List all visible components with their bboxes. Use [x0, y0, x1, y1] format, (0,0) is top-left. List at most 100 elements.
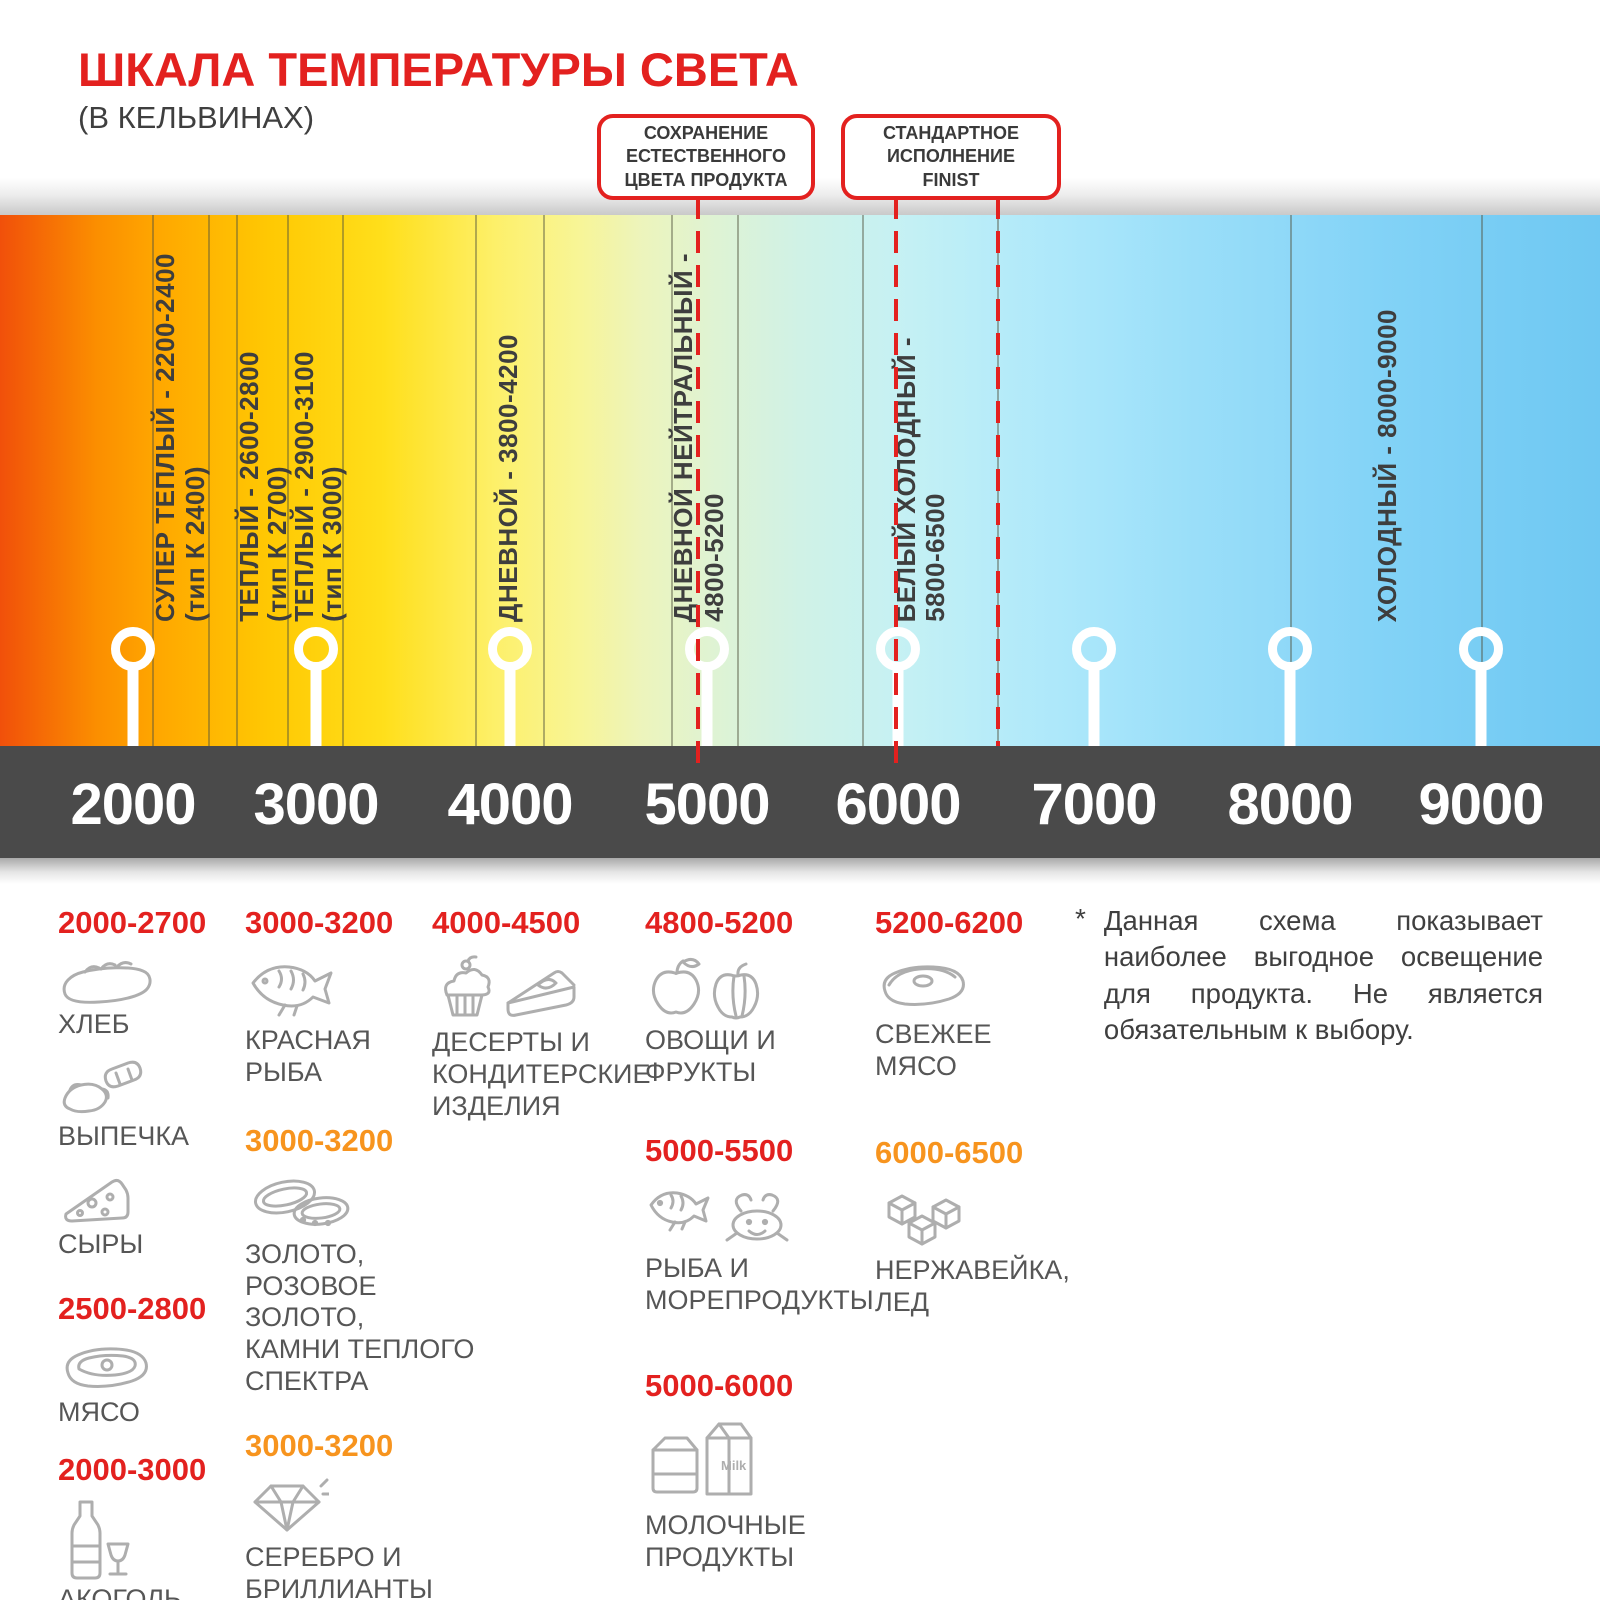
recommendation-column-2: 3000-3200 КРАСНАЯ РЫБА 3000-3200 ЗОЛОТО,… [245, 905, 485, 1600]
item-label: ДЕСЕРТЫ И КОНДИТЕРСКИЕ ИЗДЕЛИЯ [432, 1027, 651, 1121]
callout-leg-5000 [696, 197, 700, 774]
zone-boundary-line [208, 215, 210, 746]
temperature-gradient-band: СУПЕР ТЕПЛЫЙ - 2200-2400 (тип К 2400) ТЕ… [0, 215, 1600, 746]
range-heading: 5000-6000 [645, 1368, 794, 1404]
zone-label-white-cold-range: 5800-6500 [920, 493, 950, 622]
range-heading: 2000-2700 [58, 905, 207, 940]
seafood-icon [649, 1190, 789, 1242]
scale-pin-stem [1475, 663, 1487, 774]
kelvin-axis-bar [0, 746, 1600, 858]
ice-icon [887, 1194, 961, 1246]
zone-label-warm-3000: ТЕПЛЫЙ - 2900-3100 [289, 351, 319, 622]
range-heading: 2500-2800 [58, 1290, 207, 1326]
range-heading: 4800-5200 [645, 905, 794, 940]
dessert-icon [444, 955, 576, 1017]
cheese-icon [64, 1178, 130, 1223]
scale-pin-stem [892, 663, 904, 774]
range-heading: 3000-3200 [245, 1122, 394, 1158]
item-label: ХЛЕБ [58, 1009, 130, 1039]
range-heading: 3000-3200 [245, 905, 394, 940]
meat-icon [65, 1346, 148, 1388]
zone-boundary-line [236, 215, 238, 746]
gold-rings-icon [253, 1179, 350, 1226]
fresh-meat-icon [882, 965, 965, 1006]
zone-label-warm-2700: ТЕПЛЫЙ - 2600-2800 [234, 351, 264, 622]
range-heading: 5200-6200 [875, 905, 1024, 940]
zone-boundary-line [543, 215, 545, 746]
item-label: РЫБА И МОРЕПРОДУКТЫ [645, 1252, 874, 1315]
bread-icon [62, 961, 152, 1004]
zone-label-warm-3000-type: (тип К 3000) [317, 466, 347, 622]
range-heading: 2000-3000 [58, 1452, 207, 1488]
croissant-icon [62, 1060, 143, 1114]
footnote-text: Данная схема показывает наиболее выгодно… [1103, 905, 1543, 1045]
zone-boundary-line [1290, 215, 1292, 746]
scale-pin-stem [1088, 663, 1100, 774]
callout-leg-6000 [894, 197, 898, 774]
zone-boundary-line [475, 215, 477, 746]
item-label: НЕРЖАВЕЙКА, ЛЕД [875, 1254, 1070, 1317]
callout-natural-color-text: СОХРАНЕНИЕ ЕСТЕСТВЕННОГО ЦВЕТА ПРОДУКТА [624, 122, 788, 190]
scale-pin-stem [701, 663, 713, 774]
range-heading: 3000-3200 [245, 1428, 394, 1464]
item-label: ОВОЩИ И ФРУКТЫ [645, 1025, 776, 1087]
tick-8000: 8000 [1227, 772, 1353, 837]
item-label: ЗОЛОТО, РОЗОВОЕ ЗОЛОТО, КАМНИ ТЕПЛОГО СП… [245, 1238, 475, 1397]
item-label: СЕРЕБРО И БРИЛЛИАНТЫ [245, 1542, 433, 1600]
range-heading: 5000-5500 [645, 1132, 794, 1168]
zone-label-daylight: ДНЕВНОЙ - 3800-4200 [493, 333, 523, 622]
svg-text:Milk: Milk [721, 1458, 747, 1473]
callout-leg-6500 [996, 197, 1000, 746]
footnote-asterisk: * [1075, 903, 1086, 934]
footnote: * Данная схема показывает наиболее выгод… [1075, 903, 1543, 1048]
callout-finist-standard-text: СТАНДАРТНОЕ ИСПОЛНЕНИЕ FINIST [882, 122, 1019, 190]
item-label: КРАСНАЯ РЫБА [245, 1025, 371, 1087]
bottom-shadow-strip [0, 858, 1600, 884]
range-heading: 6000-6500 [875, 1134, 1024, 1170]
alcohol-icon [70, 1500, 130, 1580]
item-label: МОЛОЧНЫЕ ПРОДУКТЫ [645, 1510, 806, 1573]
tick-7000: 7000 [1031, 772, 1157, 837]
tick-2000: 2000 [70, 772, 196, 837]
zone-boundary-line [152, 215, 154, 746]
zone-boundary-line [671, 215, 673, 746]
zone-label-super-warm-type: (тип К 2400) [180, 466, 210, 622]
zone-boundary-line [862, 215, 864, 746]
zone-label-daylight-neutral-range: 4800-5200 [699, 493, 729, 622]
zone-boundary-line [1481, 215, 1483, 746]
scale-pin-stem [310, 663, 322, 774]
scale-pin-stem [127, 663, 139, 774]
red-fish-icon [251, 965, 333, 1017]
item-label: СЫРЫ [58, 1228, 144, 1259]
tick-9000: 9000 [1418, 772, 1544, 837]
item-label: МЯСО [58, 1396, 140, 1427]
zone-boundary-line [287, 215, 289, 746]
tick-6000: 6000 [835, 772, 961, 837]
zone-boundary-line [342, 215, 344, 746]
zone-boundary-line [737, 215, 739, 746]
page-subtitle: (В КЕЛЬВИНАХ) [78, 100, 315, 135]
tick-5000: 5000 [644, 772, 770, 837]
recommendation-column-3: 4000-4500 ДЕСЕРТЫ И КОНДИТЕРСКИЕ ИЗДЕЛИЯ [432, 905, 651, 1123]
item-label: СВЕЖЕЕ МЯСО [875, 1019, 992, 1081]
page-title: ШКАЛА ТЕМПЕРАТУРЫ СВЕТА [78, 43, 799, 96]
tick-4000: 4000 [447, 772, 573, 837]
zone-label-super-warm: СУПЕР ТЕПЛЫЙ - 2200-2400 [150, 253, 180, 622]
scale-pin-stem [1284, 663, 1296, 774]
item-label: ВЫПЕЧКА [58, 1120, 190, 1151]
tick-3000: 3000 [253, 772, 379, 837]
callout-finist-standard: СТАНДАРТНОЕ ИСПОЛНЕНИЕ FINIST [841, 114, 1061, 200]
zone-label-daylight-neutral: ДНЕВНОЙ НЕЙТРАЛЬНЫЙ - [668, 252, 698, 622]
zone-label-cold: ХОЛОДНЫЙ - 8000-9000 [1372, 308, 1402, 622]
recommendation-column-4: 4800-5200 ОВОЩИ И ФРУКТЫ 5000-5500 РЫБА … [645, 905, 945, 1600]
range-heading: 4000-4500 [432, 905, 581, 940]
diamond-icon [253, 1478, 329, 1532]
recommendation-column-1: 2000-2700 ХЛЕБ ВЫПЕЧКА СЫРЫ 2500-2800 МЯ… [58, 905, 238, 1600]
recommendation-column-5: 5200-6200 СВЕЖЕЕ МЯСО 6000-6500 НЕРЖАВЕЙ… [875, 905, 1085, 1318]
scale-pin-stem [504, 663, 516, 774]
fruits-vegetables-icon [651, 957, 760, 1020]
milk-icon: Milk [651, 1422, 753, 1496]
item-label: АКОГОЛЬ [58, 1584, 182, 1600]
callout-natural-color: СОХРАНЕНИЕ ЕСТЕСТВЕННОГО ЦВЕТА ПРОДУКТА [597, 114, 815, 200]
